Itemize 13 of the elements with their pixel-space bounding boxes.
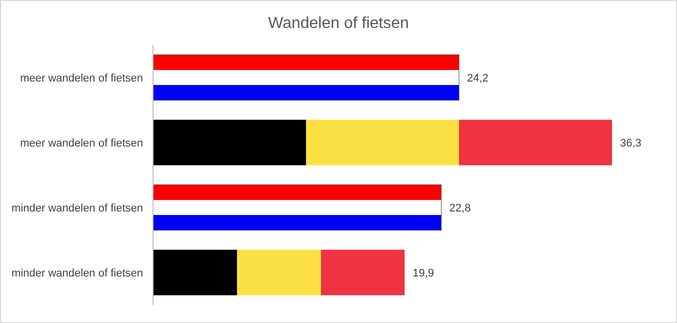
y-tick-label: minder wandelen of fietsen (12, 202, 143, 214)
chart-title: Wandelen of fietsen (268, 15, 409, 32)
data-label: 19,9 (412, 267, 434, 280)
data-label: 22,8 (449, 202, 471, 214)
bar (153, 120, 612, 166)
data-label: 36,3 (620, 137, 642, 150)
y-tick-label: meer wandelen of fietsen (20, 72, 143, 84)
y-tick-label: meer wandelen of fietsen (20, 137, 143, 150)
bar (153, 250, 405, 296)
bar (152, 54, 460, 100)
y-tick-label: minder wandelen of fietsen (12, 267, 143, 280)
data-label: 24,2 (467, 72, 488, 84)
bar (152, 184, 442, 230)
